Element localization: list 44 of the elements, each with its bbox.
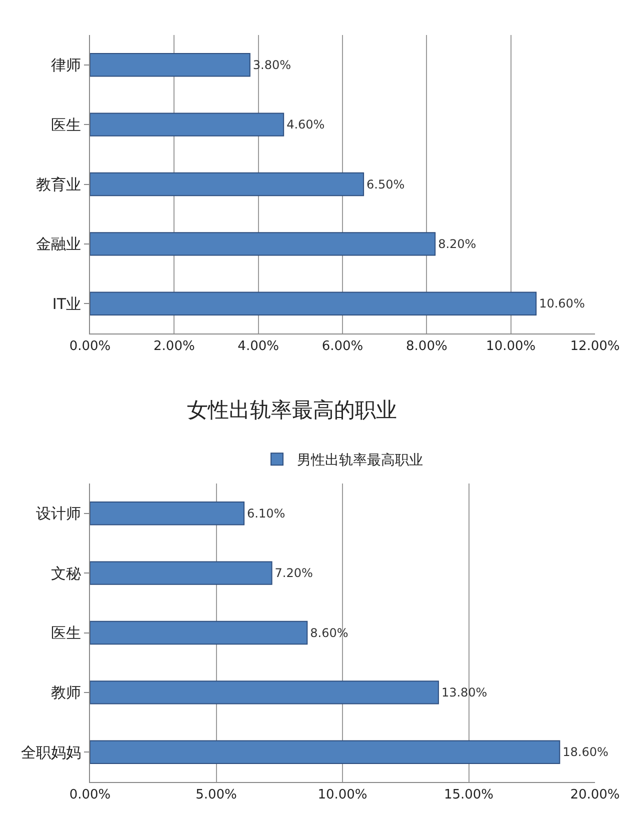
- data-label: 4.60%: [286, 118, 325, 132]
- x-tick-label: 8.00%: [406, 339, 448, 354]
- x-tick-label: 0.00%: [69, 339, 111, 354]
- x-tick-label: 5.00%: [196, 788, 237, 803]
- x-tick-label: 15.00%: [444, 788, 494, 803]
- data-label: 8.60%: [310, 626, 348, 640]
- y-tick-label: 金融业: [36, 235, 81, 254]
- chart-title: 女性出轨率最高的职业: [187, 398, 397, 422]
- bar: [90, 740, 560, 764]
- x-tick-label: 4.00%: [238, 339, 279, 354]
- data-label: 3.80%: [252, 58, 292, 72]
- bar: [90, 53, 250, 77]
- x-tick-label: 6.00%: [322, 339, 364, 354]
- bar: [90, 232, 436, 256]
- data-label: 6.50%: [366, 177, 405, 192]
- data-label: 7.20%: [274, 566, 313, 580]
- bar: [90, 620, 308, 645]
- data-label: 18.60%: [562, 745, 608, 760]
- x-tick-label: 2.00%: [154, 339, 195, 354]
- bar: [90, 172, 364, 196]
- bar: [90, 680, 439, 704]
- y-tick-label: 文秘: [51, 564, 81, 582]
- x-tick-label: 20.00%: [570, 788, 620, 803]
- bar: [90, 561, 272, 585]
- y-tick-label: 教育业: [36, 176, 81, 194]
- y-tick-label: 教师: [51, 684, 81, 702]
- y-tick-label: 全职妈妈: [21, 743, 81, 762]
- x-tick-label: 10.00%: [318, 788, 368, 803]
- y-tick-label: 医生: [51, 116, 81, 134]
- data-label: 10.60%: [539, 296, 585, 311]
- data-label: 13.80%: [441, 685, 488, 700]
- bar: [90, 112, 284, 136]
- bar: [90, 502, 245, 526]
- y-tick-label: 律师: [51, 56, 81, 74]
- data-label: 8.20%: [438, 236, 476, 251]
- x-tick-label: 12.00%: [570, 339, 620, 354]
- data-label: 6.10%: [247, 506, 286, 520]
- y-tick-label: IT业: [52, 294, 81, 313]
- legend-label: 男性出轨率最高职业: [297, 452, 423, 469]
- y-tick-label: 设计师: [36, 504, 81, 523]
- bar: [90, 292, 537, 316]
- y-tick-label: 医生: [51, 624, 81, 642]
- x-tick-label: 10.00%: [486, 339, 536, 354]
- x-tick-label: 0.00%: [69, 788, 111, 803]
